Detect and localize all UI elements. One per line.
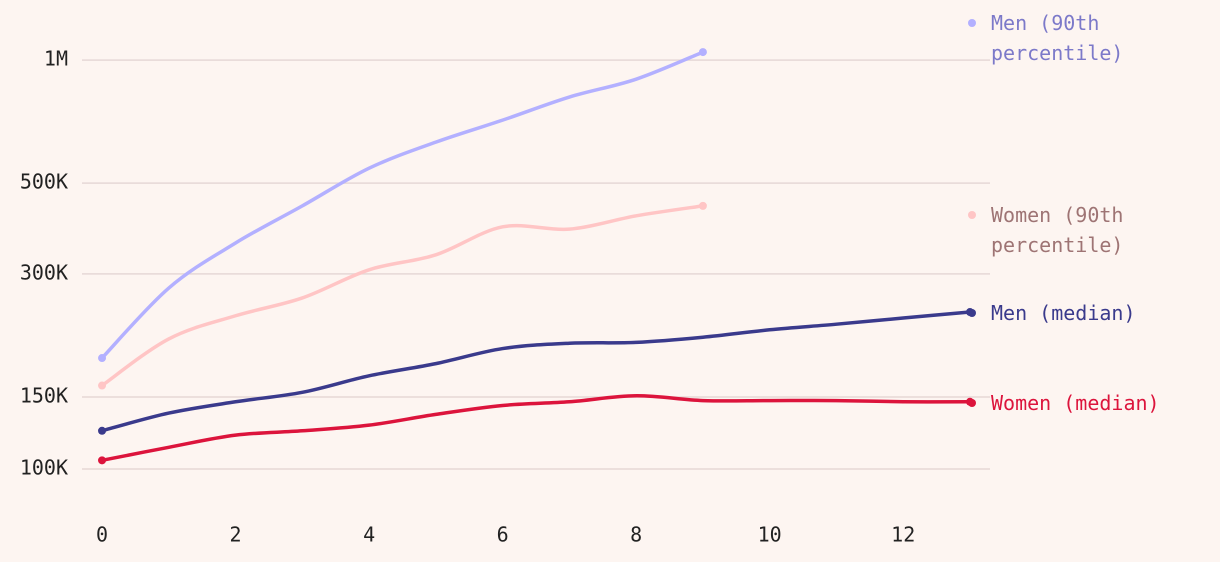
legend-marker <box>968 211 976 219</box>
legend-marker <box>968 19 976 27</box>
x-tick-label: 0 <box>96 523 108 547</box>
legend-item: Men (median) <box>968 298 1176 328</box>
legend-marker <box>968 309 976 317</box>
end-point <box>98 426 107 435</box>
x-tick-label: 6 <box>497 523 509 547</box>
end-point <box>98 354 107 363</box>
legend-label: Women (90th percentile) <box>991 203 1124 257</box>
y-tick-label: 500K <box>20 170 68 194</box>
y-tick-label: 300K <box>20 260 68 284</box>
legend-item: Men (90th percentile) <box>968 8 1176 68</box>
line <box>101 204 704 387</box>
legend-marker <box>968 399 976 407</box>
legend-label: Men (90th percentile) <box>991 11 1124 65</box>
line <box>101 310 971 433</box>
x-tick-label: 8 <box>630 523 642 547</box>
x-tick-label: 2 <box>230 523 242 547</box>
x-tick-label: 4 <box>363 523 375 547</box>
line <box>100 50 704 360</box>
end-point <box>698 201 707 210</box>
y-tick-label: 150K <box>20 383 68 407</box>
legend-item: Women (90th percentile) <box>968 200 1176 260</box>
end-point <box>98 381 107 390</box>
y-tick-label: 100K <box>20 456 68 480</box>
line <box>101 394 970 463</box>
legend-item: Women (median) <box>968 388 1176 418</box>
legend-label: Women (median) <box>991 391 1160 415</box>
x-tick-label: 12 <box>891 523 915 547</box>
y-tick-label: 1M <box>44 47 68 71</box>
legend-label: Men (median) <box>991 301 1136 325</box>
end-point <box>98 456 107 465</box>
end-point <box>698 48 707 57</box>
x-tick-label: 10 <box>758 523 782 547</box>
